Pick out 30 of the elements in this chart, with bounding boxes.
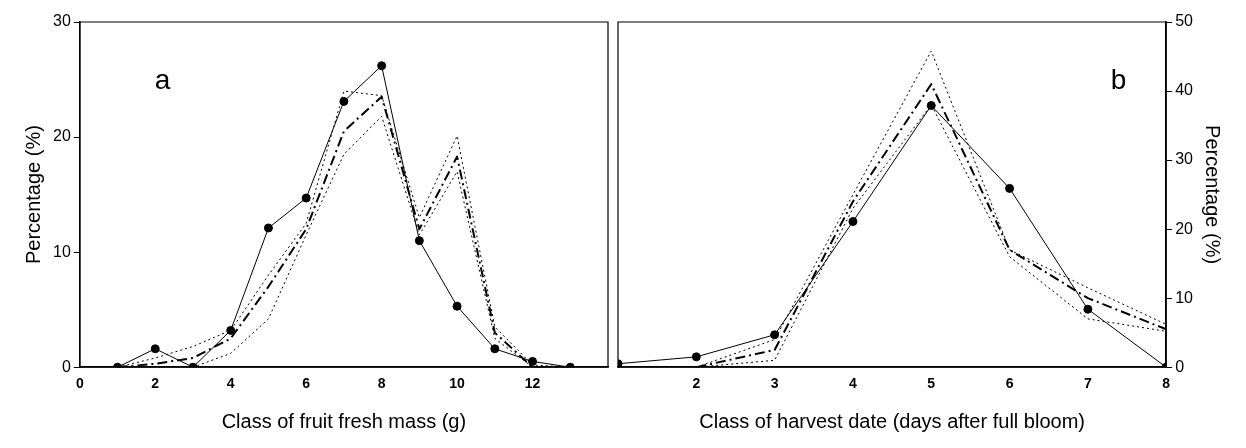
y-tick-label: 0: [1175, 357, 1185, 375]
y-tick-label: 20: [1175, 219, 1194, 237]
x-tick-label: 5: [927, 375, 936, 392]
x-tick-label: 8: [1162, 375, 1171, 392]
x-tick-label: 7: [1083, 375, 1092, 392]
x-axis-title: Class of harvest date (days after full bloom): [699, 409, 1085, 432]
x-tick-label: 8: [377, 375, 386, 392]
y-axis-title: Percentage (%): [1202, 125, 1225, 265]
x-tick-label: 4: [226, 375, 235, 392]
annotation: a: [154, 63, 171, 95]
x-tick-label: 0: [75, 375, 84, 392]
x-axis-title: Class of fruit fresh mass (g): [221, 409, 467, 432]
y-tick-label: 40: [1175, 81, 1194, 99]
y-tick-label: 10: [1175, 288, 1194, 306]
x-tick-label: 4: [849, 375, 858, 392]
y-tick-label: 20: [53, 127, 71, 145]
y-tick-label: 30: [1175, 150, 1194, 168]
y-axis-title: Percentage (%): [21, 125, 44, 265]
y-tick-label: 10: [53, 242, 71, 260]
x-tick-label: 3: [770, 375, 779, 392]
x-tick-label: 10: [449, 375, 466, 392]
x-tick-label: 2: [692, 375, 701, 392]
y-tick-label: 0: [61, 357, 71, 375]
x-tick-label: 6: [1005, 375, 1014, 392]
annotation: b: [1110, 63, 1127, 95]
x-tick-label: 12: [524, 375, 541, 392]
y-tick-label: 50: [1175, 12, 1194, 30]
x-tick-label: 6: [302, 375, 311, 392]
y-tick-label: 30: [53, 12, 71, 30]
x-tick-label: 2: [151, 375, 160, 392]
